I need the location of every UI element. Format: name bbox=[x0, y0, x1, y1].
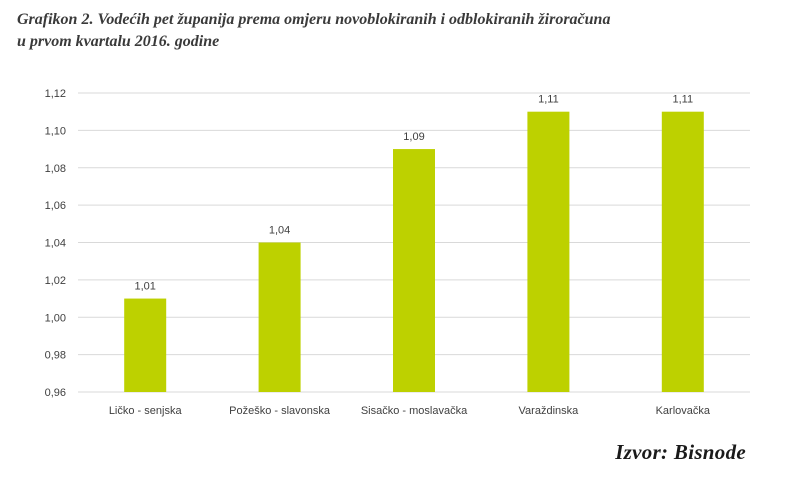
data-labels: 1,01 1,04 1,09 1,11 1,11 bbox=[134, 94, 693, 293]
y-tick-label: 0,96 bbox=[45, 387, 66, 399]
x-tick-label: Karlovačka bbox=[656, 405, 711, 417]
chart-title-line-2: u prvom kvartalu 2016. godine bbox=[17, 33, 220, 50]
x-tick-label: Sisačko - moslavačka bbox=[361, 405, 468, 417]
data-label: 1,01 bbox=[134, 281, 155, 293]
bar bbox=[258, 242, 301, 392]
bar bbox=[393, 149, 435, 392]
data-label: 1,11 bbox=[673, 94, 694, 106]
data-label: 1,09 bbox=[403, 131, 424, 143]
y-tick-label: 1,04 bbox=[45, 238, 66, 250]
data-label: 1,11 bbox=[538, 94, 559, 106]
chart-title-line-1: Grafikon 2. Vodećih pet županija prema o… bbox=[17, 11, 611, 28]
bar bbox=[661, 111, 704, 392]
data-label: 1,04 bbox=[269, 225, 290, 237]
bars bbox=[124, 111, 704, 392]
x-tick-label: Požeško - slavonska bbox=[229, 405, 331, 417]
chart-title: Grafikon 2. Vodećih pet županija prema o… bbox=[17, 9, 777, 53]
y-tick-label: 1,02 bbox=[45, 275, 66, 287]
y-tick-label: 1,08 bbox=[45, 163, 66, 175]
x-tick-label: Ličko - senjska bbox=[109, 405, 183, 417]
y-tick-label: 1,00 bbox=[45, 312, 66, 324]
y-axis-tick-labels: 0,96 0,98 1,00 1,02 1,04 1,06 1,08 1,10 1,12 bbox=[45, 88, 66, 399]
y-tick-label: 1,10 bbox=[45, 125, 66, 137]
bar bbox=[124, 298, 167, 392]
y-tick-label: 0,98 bbox=[45, 350, 66, 362]
source-note: Izvor: Bisnode bbox=[615, 440, 746, 464]
x-axis-tick-labels: Ličko - senjska Požeško - slavonska Sisačk… bbox=[109, 405, 711, 417]
y-tick-label: 1,12 bbox=[45, 88, 66, 100]
y-tick-label: 1,06 bbox=[45, 200, 66, 212]
x-tick-label: Varaždinska bbox=[519, 405, 580, 417]
bar bbox=[527, 111, 570, 392]
